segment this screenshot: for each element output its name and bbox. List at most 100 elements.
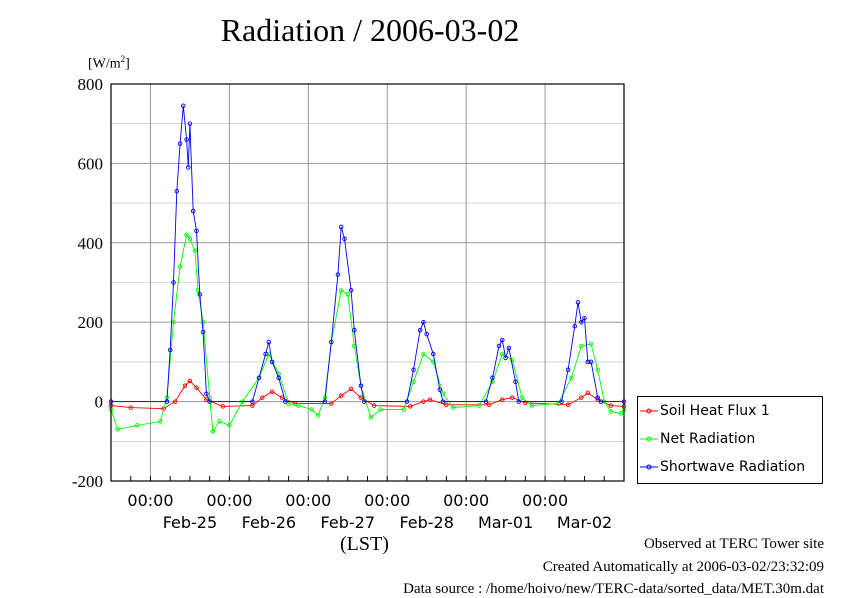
series-point-0 xyxy=(204,397,209,402)
series-point-2 xyxy=(483,399,489,404)
series-point-2 xyxy=(513,379,518,385)
x-day-label: Mar-01 xyxy=(478,513,533,532)
series-point-2 xyxy=(263,351,268,357)
series-point-2 xyxy=(496,343,502,349)
series-point-2 xyxy=(190,208,196,214)
legend-label-soil-heat-flux: Soil Heat Flux 1 xyxy=(660,403,770,419)
series-point-1 xyxy=(378,407,383,412)
series-point-0 xyxy=(585,390,591,396)
legend-marker-soil-heat-flux xyxy=(640,408,658,414)
series-point-1 xyxy=(569,375,574,381)
series-point-0 xyxy=(509,395,515,400)
x-axis-label: (LST) xyxy=(340,533,389,555)
series-point-2 xyxy=(572,323,577,329)
series-point-2 xyxy=(250,399,255,404)
series-point-2 xyxy=(559,399,564,404)
series-point-2 xyxy=(171,280,176,285)
series-point-2 xyxy=(503,355,508,361)
y-tick-label: 800 xyxy=(78,75,104,94)
footer-observed: Observed at TERC Tower site xyxy=(643,536,824,552)
x-tick-time-label: 00:00 xyxy=(285,491,331,510)
footer-created: Created Automatically at 2006-03-02/23:3… xyxy=(542,559,824,575)
series-point-2 xyxy=(329,339,334,345)
series-point-2 xyxy=(164,399,170,404)
y-axis-unit-main: [W/m xyxy=(88,56,121,72)
series-point-1 xyxy=(345,292,351,297)
series-point-0 xyxy=(194,385,199,390)
series-point-0 xyxy=(371,403,377,408)
series-point-0 xyxy=(427,397,433,402)
series-point-1 xyxy=(135,423,140,428)
series-point-0 xyxy=(608,403,614,408)
legend-label-net-radiation: Net Radiation xyxy=(660,431,756,447)
series-point-0 xyxy=(500,397,505,402)
series-point-1 xyxy=(477,403,482,408)
series-point-2 xyxy=(565,367,571,373)
series-point-2 xyxy=(174,188,180,194)
x-tick-time-label: 00:00 xyxy=(206,491,252,510)
series-point-2 xyxy=(595,395,600,400)
series-point-1 xyxy=(187,236,193,242)
series-point-1 xyxy=(618,411,623,416)
series-point-1 xyxy=(192,248,198,253)
plot-frame xyxy=(110,83,625,482)
series-point-2 xyxy=(358,383,364,388)
series-point-1 xyxy=(588,341,594,347)
series-point-1 xyxy=(158,419,163,424)
series-point-2 xyxy=(266,339,272,345)
series-point-2 xyxy=(598,399,604,404)
series-point-1 xyxy=(411,379,416,385)
series-point-2 xyxy=(588,359,594,365)
series-point-1 xyxy=(227,423,232,428)
series-point-0 xyxy=(523,400,528,406)
series-point-2 xyxy=(342,236,347,242)
series-point-2 xyxy=(516,399,522,404)
footer-data-source: Data source : /home/hoivo/new/TERC-data/… xyxy=(403,581,824,597)
y-tick-label: 200 xyxy=(78,313,104,332)
series-point-2 xyxy=(269,359,275,365)
series-point-2 xyxy=(361,399,367,404)
series-point-1 xyxy=(509,357,515,363)
x-tick-time-label: 00:00 xyxy=(127,491,173,510)
series-point-2 xyxy=(417,327,423,333)
series-point-0 xyxy=(260,395,265,400)
series-point-0 xyxy=(358,395,364,400)
series-point-2 xyxy=(440,399,446,404)
series-point-1 xyxy=(115,427,120,432)
series-point-1 xyxy=(519,395,525,400)
y-tick-label: 0 xyxy=(95,393,104,412)
series-point-2 xyxy=(404,399,410,404)
series-point-1 xyxy=(177,264,183,269)
series-point-0 xyxy=(486,402,492,408)
series-point-2 xyxy=(500,337,505,343)
series-point-2 xyxy=(283,399,288,404)
series-point-1 xyxy=(200,319,206,325)
series-point-2 xyxy=(177,141,183,146)
series-point-2 xyxy=(348,288,354,293)
series-point-2 xyxy=(200,329,206,335)
series-point-0 xyxy=(182,383,188,388)
series-point-1 xyxy=(450,405,456,410)
series-point-1 xyxy=(608,409,614,414)
series-point-2 xyxy=(579,319,584,325)
series-point-2 xyxy=(335,272,341,277)
series-point-2 xyxy=(411,367,416,373)
x-day-label: Feb-27 xyxy=(321,513,375,532)
series-line-1 xyxy=(110,233,625,433)
series-point-1 xyxy=(579,343,584,349)
series-point-0 xyxy=(329,401,334,406)
series-point-2 xyxy=(167,347,173,353)
x-day-label: Feb-28 xyxy=(399,513,453,532)
series-point-0 xyxy=(172,399,178,404)
x-day-label: Feb-26 xyxy=(242,513,296,532)
series-point-1 xyxy=(210,429,216,434)
series-point-2 xyxy=(582,315,587,321)
series-point-0 xyxy=(444,402,449,408)
series-point-1 xyxy=(421,351,426,357)
series-point-1 xyxy=(529,403,535,408)
series-point-1 xyxy=(184,232,189,238)
series-point-0 xyxy=(348,386,354,392)
series-point-1 xyxy=(296,403,301,408)
series-point-0 xyxy=(187,378,193,384)
series-point-0 xyxy=(408,404,413,409)
